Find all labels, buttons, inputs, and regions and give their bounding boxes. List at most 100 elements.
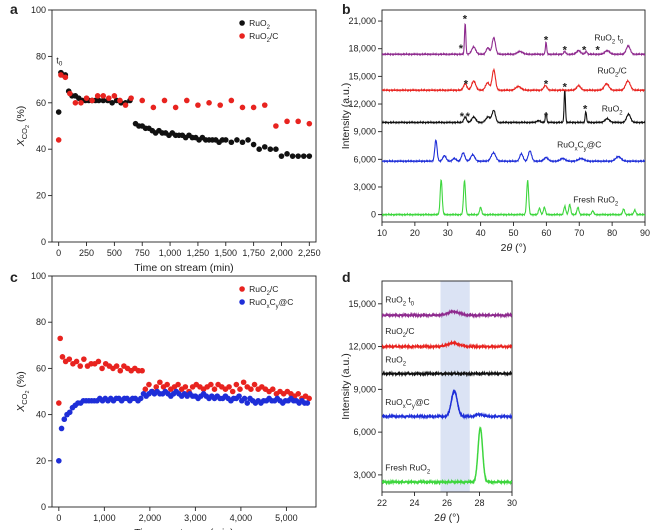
y-tick-label: 9,000 <box>353 384 376 394</box>
data-point <box>236 393 242 399</box>
x-tick-label: 1,750 <box>242 248 265 258</box>
data-point <box>66 356 73 362</box>
data-point <box>250 104 257 111</box>
data-point <box>245 137 251 143</box>
data-point <box>157 379 163 386</box>
data-point <box>208 381 214 388</box>
data-point <box>217 102 224 108</box>
data-point <box>229 388 236 395</box>
data-point <box>117 367 124 374</box>
trace-label: RuOxCy@C <box>385 397 429 410</box>
y-tick-label: 100 <box>31 271 46 281</box>
legend-marker <box>239 299 245 305</box>
legend-marker <box>239 20 245 26</box>
data-point <box>239 104 246 111</box>
trace-label: RuO2 t0 <box>385 294 415 307</box>
trace-RuO2/C <box>382 67 645 93</box>
data-point <box>57 335 63 342</box>
panel-d: d 22 24 26 28 30 3,000 6,000 9,000 12,000 15,000 2θ… <box>340 269 517 524</box>
data-point <box>56 400 62 406</box>
y-tick-label: 3,000 <box>353 470 376 480</box>
data-point <box>250 141 257 148</box>
y-tick-label: 15,000 <box>348 299 376 309</box>
x-tick-label: 2,250 <box>298 248 321 258</box>
plot-frame <box>51 275 317 508</box>
trace-label: Fresh RuO2 <box>573 195 618 208</box>
data-point <box>241 395 248 402</box>
series-RuO2/C <box>55 72 313 143</box>
trace-RuO2 <box>382 89 645 125</box>
data-point <box>95 97 102 104</box>
data-point <box>56 458 62 464</box>
data-point <box>66 409 73 416</box>
y-axis-title: Intensity (a.u.) <box>340 83 352 150</box>
y-axis-title: XCO2 (%) <box>15 106 31 148</box>
data-point <box>62 74 69 81</box>
y-tick-label: 60 <box>36 98 46 108</box>
data-point <box>161 97 168 104</box>
data-point <box>237 386 243 392</box>
trace-label: Fresh RuO2 <box>385 463 430 476</box>
data-point <box>306 120 313 127</box>
data-point <box>83 95 90 101</box>
data-point <box>55 137 62 143</box>
data-point <box>77 363 84 369</box>
x-axis-title: Time on stream (min) <box>134 262 233 274</box>
x-tick-label: 0 <box>56 248 61 258</box>
y-tick-label: 60 <box>36 363 46 373</box>
data-point <box>226 384 232 390</box>
star-marker: * <box>460 111 465 123</box>
data-point <box>239 139 246 146</box>
trace-label: RuO2 <box>602 103 623 116</box>
data-point <box>269 386 276 392</box>
y-tick-label: 12,000 <box>348 99 376 109</box>
data-point <box>164 381 170 388</box>
data-point <box>304 400 311 406</box>
data-point <box>256 146 262 152</box>
data-point <box>244 400 251 406</box>
panel-b: b 10 20 30 40 50 60 70 80 90 0 3,000 6,000 9,000 12,00… <box>340 1 650 254</box>
x-tick-label: 30 <box>443 228 453 238</box>
y-tick-label: 0 <box>371 210 376 220</box>
y-tick-label: 18,000 <box>348 44 376 54</box>
data-point <box>81 356 87 362</box>
data-point <box>139 367 145 374</box>
data-point <box>73 358 80 365</box>
y-tick-label: 21,000 <box>348 16 376 26</box>
y-tick-label: 15,000 <box>348 71 376 81</box>
trace-Fresh RuO2 <box>382 425 512 486</box>
data-point <box>172 104 179 111</box>
x-tick-label: 1,000 <box>93 513 116 523</box>
x-tick-label: 30 <box>507 498 517 508</box>
y-tick-label: 9,000 <box>353 127 376 137</box>
series-RuOxCy@C <box>56 388 311 464</box>
data-point <box>100 93 107 99</box>
y-tick-label: 100 <box>31 5 46 15</box>
data-point <box>273 123 279 129</box>
legend-label: RuO2/C <box>249 31 278 44</box>
data-point <box>95 358 102 365</box>
data-point <box>78 100 84 106</box>
data-point <box>94 93 101 99</box>
data-point <box>300 153 307 159</box>
star-marker: * <box>563 82 568 94</box>
trace-RuOxCy@C <box>382 389 512 420</box>
legend-label: RuO2/C <box>249 284 278 297</box>
y-tick-label: 12,000 <box>348 342 376 352</box>
data-point <box>284 118 290 125</box>
x-tick-label: 26 <box>442 498 452 508</box>
data-point <box>139 97 146 104</box>
panel-label: a <box>10 1 18 17</box>
x-tick-label: 40 <box>476 228 486 238</box>
data-point <box>234 137 240 143</box>
data-point <box>273 146 279 152</box>
y-tick-label: 6,000 <box>353 154 376 164</box>
star-marker: * <box>464 79 469 91</box>
x-tick-label: 28 <box>474 498 484 508</box>
y-tick-label: 20 <box>36 191 46 201</box>
data-point <box>142 386 149 392</box>
x-tick-label: 500 <box>107 248 122 258</box>
y-tick-label: 80 <box>36 51 46 61</box>
data-point <box>153 384 160 390</box>
